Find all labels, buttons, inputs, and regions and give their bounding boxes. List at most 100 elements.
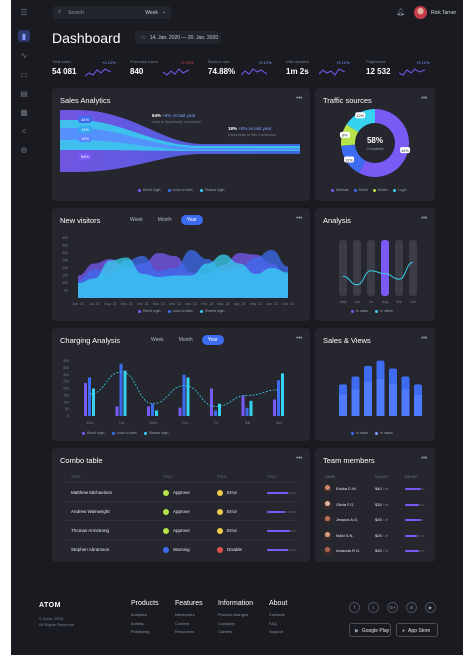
footer-link[interactable]: Company <box>218 620 236 626</box>
result-cell: Error <box>217 528 237 534</box>
kpi-value: 840 <box>130 67 144 76</box>
charging-bar <box>147 406 150 416</box>
sidebar-item-settings[interactable]: ⚙ <box>18 144 30 156</box>
tab-week[interactable]: Week <box>151 337 164 343</box>
dashboard-frame: ☰ ▮ ∿ ▭ ▤ ▦ < ⚙ ⌕ Search Week ⌄ 🔔︎ Rick … <box>11 0 463 655</box>
footer-link[interactable]: FAQ <box>269 620 278 626</box>
column-header[interactable]: SALARY <box>375 475 389 479</box>
sidebar-item-widgets[interactable]: ▦ <box>18 106 30 118</box>
table-row[interactable]: Thomas Armstrong Approve Error <box>63 520 299 539</box>
tab-year[interactable]: Year <box>201 335 224 345</box>
column-header[interactable]: NAME <box>325 475 336 479</box>
donut-center-value: 58% <box>366 136 383 145</box>
footer-link[interactable]: Product changes <box>218 612 249 617</box>
sidebar-item-analytics[interactable]: ∿ <box>18 49 30 61</box>
bar-chart: 400 350 300 250 200 150 100 50 0 Mon Tue Wed Thu Fri S… <box>63 359 284 425</box>
column-header[interactable]: RATING <box>405 475 418 479</box>
table-row[interactable]: Stephen Abramson Warning Disable <box>63 539 299 558</box>
views-bar <box>414 394 422 416</box>
footer-link[interactable]: Contacts <box>269 612 285 617</box>
donut-center-label: Completed <box>366 147 384 151</box>
google-plus-icon[interactable]: G+ <box>387 602 398 613</box>
table-row[interactable]: Matthew Michaelson Approve Error <box>63 482 299 501</box>
member-row[interactable]: Amanda R.O. $30 / hr <box>323 543 429 559</box>
tab-month[interactable]: Month <box>157 217 172 223</box>
progress-fill <box>267 511 285 513</box>
rating-bar <box>405 488 425 490</box>
footer-heading: About <box>269 600 288 607</box>
sidebar-item-calendar[interactable]: ▭ <box>18 68 30 80</box>
table-row[interactable]: Andrew Wainwright Approve Error <box>63 501 299 520</box>
period-select[interactable]: Week <box>145 10 158 16</box>
more-options-button[interactable]: ••• <box>421 95 427 102</box>
slice-label-bg <box>344 156 355 163</box>
avatar <box>323 546 332 555</box>
date-range-picker[interactable]: ▭ 14. Jan. 2020 — 20. Jan. 2020 <box>135 31 221 44</box>
search-input[interactable]: ⌕ Search Week ⌄ <box>53 6 171 19</box>
tab-week[interactable]: Week <box>130 217 143 223</box>
copyright-line: © Atom, 2019 <box>39 616 64 621</box>
more-options-button[interactable]: ••• <box>296 95 302 102</box>
menu-icon[interactable]: ☰ <box>20 7 28 17</box>
google-play-button[interactable]: ▶ Google Play <box>349 623 391 637</box>
member-row[interactable]: Ericka E.W. $40 / hr <box>323 481 429 497</box>
bar-chart-icon: ▮ <box>21 31 27 41</box>
footer-link[interactable]: Publishing <box>131 629 150 634</box>
rating-fill <box>405 519 421 521</box>
kpi-value: 74.88% <box>208 67 236 76</box>
youtube-icon[interactable]: ▶ <box>425 602 436 613</box>
avatar[interactable] <box>414 6 427 19</box>
chart-legend: In sales In views <box>351 309 393 313</box>
sidebar-item-dashboard[interactable]: ▮ <box>18 30 30 42</box>
linkedin-icon[interactable]: in <box>406 602 417 613</box>
footer-link[interactable]: Careers <box>218 629 233 634</box>
tab-year[interactable]: Year <box>180 215 203 225</box>
x-tick-label: Mar. 18 <box>218 302 230 306</box>
views-bar <box>389 384 397 416</box>
x-tick-label: Jan. 18 <box>185 302 197 306</box>
x-tick-label: Sep. 18 <box>120 302 132 306</box>
sidebar-item-documents[interactable]: ▤ <box>18 87 30 99</box>
trend-line <box>89 371 280 407</box>
more-options-button[interactable]: ••• <box>296 215 302 222</box>
rating-fill <box>405 550 419 552</box>
user-name[interactable]: Rick Tarner <box>431 10 457 16</box>
progress-bar <box>267 511 297 513</box>
footer-link[interactable]: Activity <box>131 620 144 626</box>
column-header[interactable]: TITLE <box>71 475 81 479</box>
more-options-button[interactable]: ••• <box>421 335 427 342</box>
more-options-button[interactable]: ••• <box>296 455 302 462</box>
tab-month[interactable]: Month <box>178 337 193 343</box>
more-options-button[interactable]: ••• <box>421 215 427 222</box>
member-name: Nikki S.N. <box>336 532 354 538</box>
analysis-bar <box>339 240 347 296</box>
column-header[interactable]: TITLE <box>217 475 227 479</box>
member-row[interactable]: Olivia F.G. $30 / hr <box>323 497 429 513</box>
column-header[interactable]: TITLE <box>267 475 277 479</box>
facebook-icon[interactable]: f <box>349 602 360 613</box>
new-visitors-card: New visitors Week Month Year ••• 400 350 3… <box>52 208 310 321</box>
x-tick-label: Aug. 18 <box>104 302 116 306</box>
sidebar-item-share[interactable]: < <box>18 125 30 137</box>
brand-logo[interactable]: ATOM <box>39 602 61 609</box>
column-header[interactable]: TITLE <box>163 475 173 479</box>
footer-link[interactable]: Influencers <box>175 612 195 617</box>
kpi-value: 54 081 <box>52 67 77 76</box>
member-row[interactable]: Jessica A.G. $35 / hr <box>323 512 429 528</box>
bell-icon[interactable]: 🔔︎ <box>396 9 405 16</box>
twitter-icon[interactable]: t <box>368 602 379 613</box>
x-tick-label: Dec. 18 <box>169 302 181 306</box>
footer-link[interactable]: Support <box>269 629 284 634</box>
pct-label: 15% <box>78 135 93 142</box>
member-name: Amanda R.O. <box>336 548 361 553</box>
more-options-button[interactable]: ••• <box>296 335 302 342</box>
footer-link[interactable]: Analytics <box>131 612 148 617</box>
more-options-button[interactable]: ••• <box>421 455 427 462</box>
app-store-button[interactable]: ● App Store <box>396 623 438 637</box>
member-row[interactable]: Nikki S.N. $25 / hr <box>323 528 429 544</box>
charging-bar <box>214 410 217 416</box>
x-tick-label: Jun. 18 <box>266 302 278 306</box>
footer-link[interactable]: Content <box>175 620 190 626</box>
footer-link[interactable]: Resources <box>175 629 195 634</box>
kpi-delta: +2.12% <box>180 60 194 65</box>
